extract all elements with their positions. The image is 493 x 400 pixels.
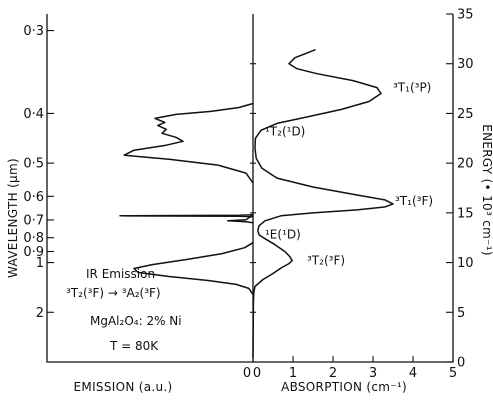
transition-annotations: ³T₁(³P) ¹T₂(¹D) ³T₁(³F) ¹E(¹D) ³T₂(³F)	[265, 81, 433, 268]
emission-curve-3	[123, 102, 254, 184]
absorption-tick-label: 2	[329, 366, 337, 381]
absorption-tick-label: 1	[289, 366, 297, 381]
absorption-tick-label: 4	[409, 366, 417, 381]
absorption-axis-title: ABSORPTION (cm⁻¹)	[281, 380, 407, 394]
energy-tick-label: 30	[457, 57, 474, 72]
axes-frame	[46, 14, 454, 363]
emission-axis-title: EMISSION (a.u.)	[74, 380, 173, 394]
energy-tick-label: 5	[457, 306, 465, 321]
absorption-ticks: 0 1 2 3 4 5 0	[243, 356, 457, 381]
emission-zero-label: 0	[243, 366, 251, 381]
energy-ticks: 0 5 10 15 20 25 30 35	[446, 8, 474, 371]
annotation-ed: ¹E(¹D)	[265, 228, 301, 242]
annotation-t1f: ³T₁(³F)	[395, 194, 433, 208]
wavelength-axis-title: WAVELENGTH (µm)	[6, 158, 20, 278]
ir-emission-label: IR Emission	[86, 267, 155, 281]
wavelength-tick-label: 2	[36, 306, 44, 321]
wavelength-ticks: 0·3 0·4 0·5 0·6 0·7 0·80·91 2	[23, 24, 54, 321]
wavelength-tick-label: 0·5	[23, 157, 44, 172]
annotation-t1p: ³T₁(³P)	[393, 81, 431, 95]
energy-tick-label: 10	[457, 256, 474, 271]
absorption-tick-label: 0	[253, 366, 261, 381]
absorption-tick-label: 3	[369, 366, 377, 381]
sample-composition-label: MgAl₂O₄: 2% Ni	[90, 314, 182, 328]
emission-curve-2	[119, 214, 254, 224]
energy-tick-label: 0	[457, 356, 465, 371]
wavelength-tick-label: 0·7	[23, 213, 44, 228]
plot-border	[46, 14, 454, 363]
wavelength-tick-label: 0·6	[23, 190, 44, 205]
wavelength-tick-label: 0·8	[23, 231, 44, 246]
energy-tick-label: 25	[457, 107, 474, 122]
energy-tick-label: 20	[457, 157, 474, 172]
temperature-label: T = 80K	[109, 339, 159, 353]
emission-curve-1	[133, 241, 254, 296]
spectrum-curves	[119, 49, 394, 358]
emission-text-block: IR Emission ³T₂(³F) → ³A₂(³F) MgAl₂O₄: 2…	[66, 267, 182, 353]
absorption-tick-label: 5	[449, 366, 457, 381]
energy-axis-title: ENERGY (• 10³ cm⁻¹)	[480, 124, 493, 256]
energy-tick-label: 15	[457, 206, 474, 221]
wavelength-tick-label: 0·9	[23, 245, 44, 260]
wavelength-tick-label: 0·3	[23, 24, 44, 39]
annotation-t2f: ³T₂(³F)	[307, 254, 345, 268]
emission-transition-label: ³T₂(³F) → ³A₂(³F)	[66, 286, 161, 300]
energy-tick-label: 35	[457, 8, 474, 23]
wavelength-tick-label: 1	[36, 256, 44, 271]
absorption-curve-0	[252, 49, 394, 358]
wavelength-tick-label: 0·4	[23, 107, 44, 122]
annotation-t2d: ¹T₂(¹D)	[265, 124, 305, 138]
